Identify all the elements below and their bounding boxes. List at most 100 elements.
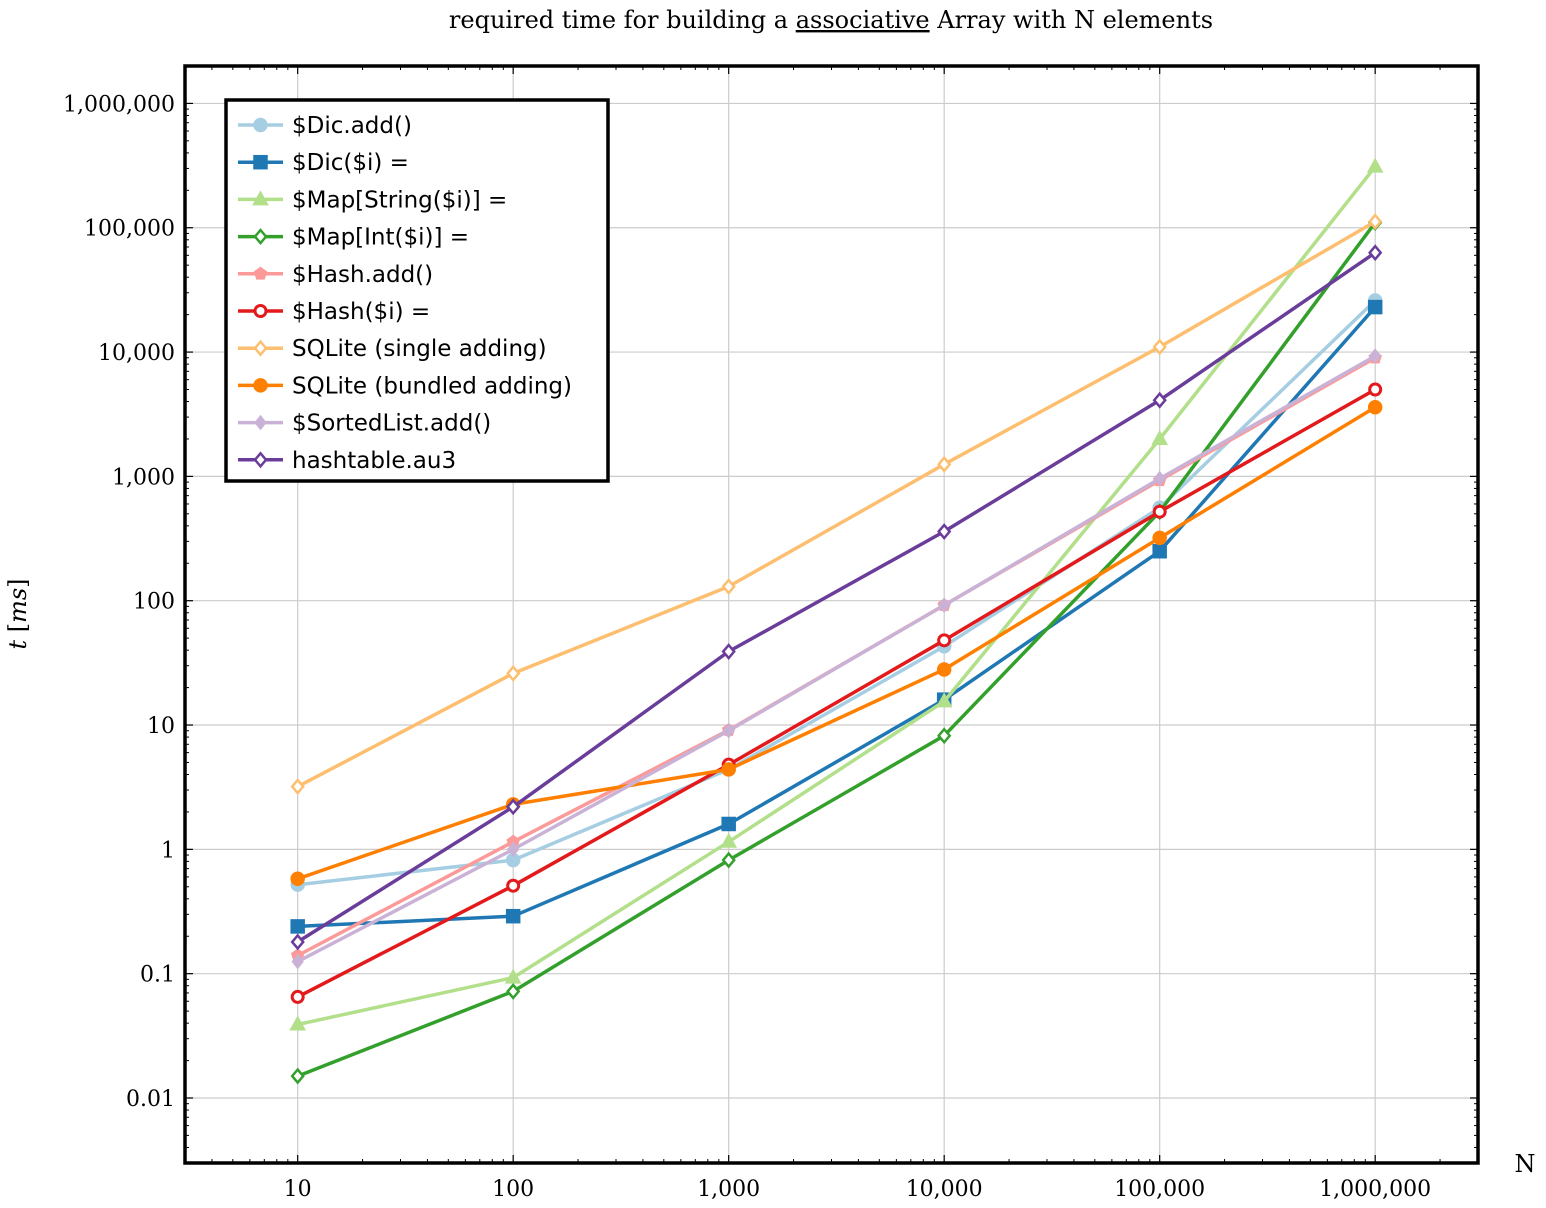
legend-entry: $Dic.add() — [238, 113, 412, 139]
legend-entry: SQLite (bundled adding) — [238, 373, 572, 399]
data-point — [935, 692, 953, 708]
legend-marker — [253, 228, 268, 246]
data-point — [1366, 157, 1384, 173]
data-point — [936, 662, 952, 677]
x-tick-label: 10 — [284, 1177, 312, 1202]
y-tick-label: 1 — [161, 838, 175, 863]
legend-marker — [253, 339, 268, 357]
data-point — [289, 1015, 307, 1031]
legend-entry: hashtable.au3 — [238, 448, 456, 474]
data-point — [506, 982, 521, 1000]
data-point — [721, 578, 736, 595]
legend-entry: $SortedList.add() — [238, 411, 491, 437]
data-point — [1368, 244, 1383, 262]
series-line — [297, 305, 1377, 929]
data-point — [721, 643, 736, 660]
legend-label: $Dic.add() — [292, 113, 412, 139]
data-point — [506, 798, 521, 816]
data-point — [721, 762, 736, 777]
data-point — [722, 722, 735, 739]
data-point — [1368, 382, 1383, 397]
x-tick-label: 100 — [492, 1177, 534, 1202]
data-point — [290, 778, 305, 795]
y-tick-label: 10,000 — [98, 341, 175, 366]
data-point — [937, 455, 952, 473]
y-tick-label: 100,000 — [84, 217, 175, 242]
series-line — [297, 405, 1377, 881]
x-tick-label: 1,000 — [697, 1177, 760, 1202]
data-point — [937, 727, 952, 745]
plot-frame — [183, 64, 1480, 1165]
y-tick-label: 100 — [133, 590, 175, 615]
data-point — [1153, 470, 1166, 487]
chart-title-part-2: Array with N elements — [930, 6, 1213, 34]
legend-marker — [253, 451, 268, 469]
legend-label: $Dic($i) = — [292, 150, 409, 176]
x-axis-label: N — [1515, 1150, 1536, 1178]
legend-label: $Hash.add() — [292, 262, 433, 288]
chart-title: required time for building a associative… — [449, 6, 1213, 34]
data-point — [1152, 504, 1167, 519]
series-10 — [290, 244, 1383, 951]
x-tick-label: 100,000 — [1114, 1177, 1205, 1202]
legend-marker — [252, 190, 269, 206]
legend-marker — [253, 154, 268, 170]
data-point — [1151, 429, 1169, 445]
y-tick-label: 0.1 — [140, 963, 175, 988]
series-8 — [290, 399, 1383, 887]
legend-marker — [253, 117, 268, 133]
tick-labels: 10 100 1,000 10,000 100,000 1,000,000 0.01 0.1 1… — [63, 92, 1431, 1202]
legend-label: SQLite (single adding) — [292, 336, 547, 362]
series-line — [296, 251, 1377, 944]
series-line — [297, 221, 1377, 1078]
series-3 — [289, 157, 1384, 1031]
legend-label: hashtable.au3 — [292, 448, 456, 474]
data-point — [1152, 543, 1167, 559]
legend: $Dic.add() $Dic($i) = $Map[String($i)] = $M… — [224, 98, 610, 483]
data-point — [1152, 391, 1167, 409]
data-point — [1367, 399, 1383, 415]
series-lines — [289, 157, 1384, 1085]
data-point — [506, 878, 521, 893]
series-line — [297, 299, 1377, 887]
data-point — [938, 597, 951, 614]
legend-box — [224, 98, 610, 483]
legend-marker — [253, 378, 268, 393]
legend-marker — [253, 304, 268, 318]
legend-entry: $Map[String($i)] = — [238, 187, 507, 213]
data-point — [1152, 338, 1167, 356]
series-7 — [290, 213, 1383, 795]
legend-entry: SQLite (single adding) — [238, 336, 547, 362]
data-point — [1367, 299, 1383, 315]
data-point — [290, 919, 305, 934]
data-point — [291, 953, 304, 970]
legend-label: $Hash($i) = — [292, 299, 430, 325]
legend-entry: $Hash($i) = — [238, 299, 430, 325]
legend-label: SQLite (bundled adding) — [292, 373, 572, 399]
legend-marker — [254, 414, 267, 431]
data-point — [290, 1067, 305, 1085]
data-point — [1368, 213, 1383, 231]
series-9 — [291, 348, 1382, 970]
data-point — [290, 871, 305, 887]
legend-label: $Map[Int($i)] = — [292, 225, 469, 251]
x-tick-label: 10,000 — [906, 1177, 983, 1202]
legend-marker — [253, 266, 268, 280]
data-point — [290, 989, 305, 1004]
data-point — [1152, 530, 1167, 546]
series-line — [296, 220, 1377, 789]
y-tick-label: 0.01 — [126, 1087, 175, 1112]
data-point — [507, 841, 520, 858]
series-line — [296, 387, 1377, 999]
legend-entry: $Dic($i) = — [238, 150, 409, 176]
data-point — [1369, 348, 1382, 364]
chart-title-underlined: associative — [796, 6, 930, 34]
data-point — [720, 832, 738, 848]
data-point — [721, 851, 736, 869]
y-axis-label: t [ms] — [4, 578, 32, 649]
x-tick-label: 1,000,000 — [1319, 1177, 1431, 1202]
y-tick-label: 10 — [147, 714, 175, 739]
data-point — [721, 816, 736, 832]
data-point — [937, 523, 952, 540]
